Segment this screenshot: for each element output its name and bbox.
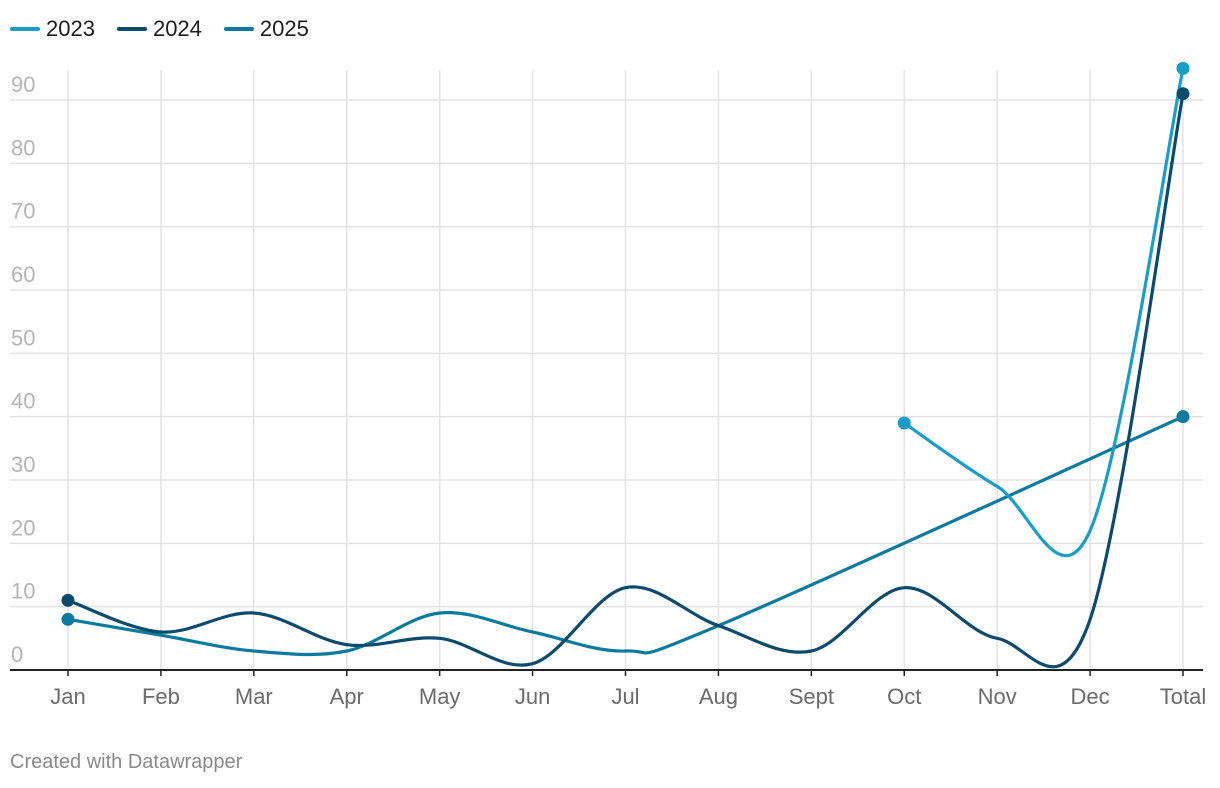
y-tick-label: 30 [11, 452, 35, 477]
x-tick-label: Apr [330, 684, 364, 709]
series-line-2024[interactable] [66, 92, 1185, 669]
series-point-2025[interactable] [1176, 410, 1190, 424]
legend-item-2024[interactable]: 2024 [116, 16, 202, 42]
legend-swatch-2024 [116, 27, 147, 31]
series-endpoints [61, 61, 1190, 626]
x-tick-label: Jun [515, 684, 550, 709]
y-tick-label: 60 [11, 262, 35, 287]
x-tick-label: Feb [142, 684, 180, 709]
series-lines [66, 66, 1185, 669]
y-tick-label: 0 [11, 642, 23, 667]
series-point-2025[interactable] [61, 612, 75, 626]
x-tick-label: Dec [1071, 684, 1110, 709]
series-line-2025[interactable] [66, 415, 1185, 657]
y-axis-labels: 0 10 20 30 40 50 60 70 80 90 [11, 72, 35, 667]
y-tick-label: 50 [11, 325, 35, 350]
x-tick-label: Jan [50, 684, 85, 709]
legend-item-2025[interactable]: 2025 [223, 16, 309, 42]
x-tick-label: Aug [699, 684, 738, 709]
x-tick-label: Sept [789, 684, 834, 709]
series-point-2024[interactable] [61, 593, 75, 607]
x-tick-label: Jul [611, 684, 639, 709]
x-tick-label: Total [1160, 684, 1206, 709]
footer-credit: Created with Datawrapper [10, 751, 243, 773]
y-tick-label: 80 [11, 135, 35, 160]
series-point-2023[interactable] [897, 416, 911, 430]
legend-item-2023[interactable]: 2023 [10, 16, 95, 42]
x-tick-label: Mar [235, 684, 273, 709]
x-tick-label: Nov [978, 684, 1017, 709]
y-tick-label: 10 [11, 579, 35, 604]
y-tick-label: 70 [11, 199, 35, 224]
legend-label-2023: 2023 [46, 16, 95, 41]
grid [10, 70, 1203, 676]
legend-swatch-2023 [10, 27, 40, 31]
y-tick-label: 40 [11, 389, 35, 414]
legend-label-2025: 2025 [259, 16, 309, 41]
legend-label-2024: 2024 [152, 16, 202, 41]
legend-swatch-2025 [223, 27, 254, 31]
y-tick-label: 90 [11, 72, 35, 97]
series-point-2024[interactable] [1176, 87, 1190, 101]
series-point-2023[interactable] [1176, 61, 1190, 75]
x-axis-labels: Jan Feb Mar Apr May Jun Jul Aug Sept Oct Nov Dec Tot… [50, 684, 1206, 709]
x-tick-label: Oct [887, 684, 921, 709]
x-tick-label: May [419, 684, 461, 709]
y-tick-label: 20 [11, 515, 35, 540]
series-line-2023[interactable] [902, 66, 1185, 558]
legend: 2023 2024 2025 [10, 16, 309, 42]
